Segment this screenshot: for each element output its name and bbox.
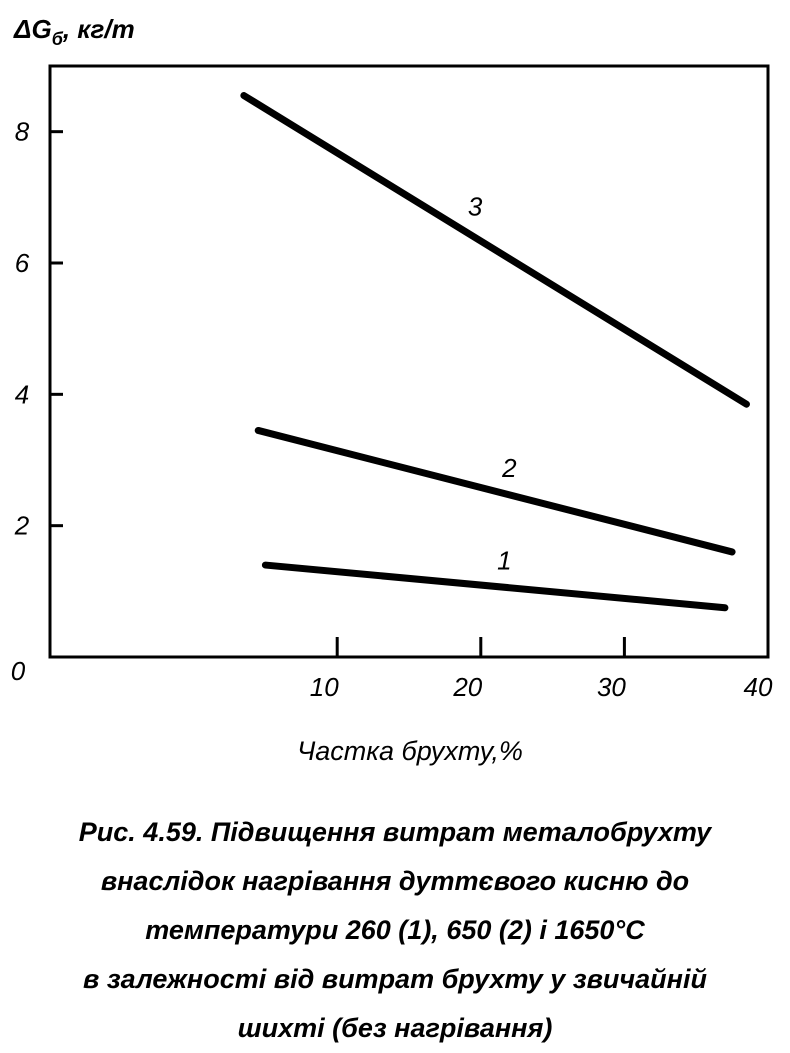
curve-2	[254, 426, 736, 556]
caption-line: температури 260 (1), 650 (2) і 1650°С	[145, 915, 645, 945]
labels: 2 4 6 8 10 20 30 40 0 ΔGб, кг/т Частка брухту,% 1 2 3	[11, 14, 773, 766]
caption-line: внаслідок нагрівання дуттєвого кисню до	[100, 866, 690, 896]
curves	[240, 92, 750, 612]
axes	[48, 64, 770, 659]
y-axis-label: ΔGб, кг/т	[13, 14, 135, 49]
chart: 2 4 6 8 10 20 30 40 0 ΔGб, кг/т Частка брухту,% 1 2 3	[11, 14, 773, 766]
x-tick-label: 20	[452, 672, 482, 702]
caption-line: в залежності від витрат брухту у звичайн…	[83, 964, 707, 994]
x-tick-label: 30	[597, 672, 626, 702]
figure-caption: Рис. 4.59. Підвищення витрат металобрухт…	[0, 808, 790, 1053]
x-tick-label: 40	[744, 672, 773, 702]
y-tick-label: 2	[14, 511, 30, 541]
x-tick-label: 10	[310, 672, 339, 702]
caption-line: шихті (без нагрівання)	[237, 1013, 553, 1043]
x-axis-label: Частка брухту,%	[297, 736, 523, 766]
origin-label: 0	[11, 656, 26, 686]
curve-label-3: 3	[468, 192, 483, 222]
curve-3	[240, 92, 750, 408]
ticks	[50, 130, 626, 657]
y-tick-label: 8	[15, 117, 30, 147]
plot-frame	[48, 64, 770, 659]
curve-label-2: 2	[501, 453, 517, 483]
y-tick-label: 4	[15, 379, 29, 409]
curve-label-1: 1	[497, 545, 511, 575]
curve-1	[261, 561, 729, 612]
y-tick-label: 6	[15, 248, 30, 278]
caption-line: Рис. 4.59. Підвищення витрат металобрухт…	[78, 817, 712, 847]
